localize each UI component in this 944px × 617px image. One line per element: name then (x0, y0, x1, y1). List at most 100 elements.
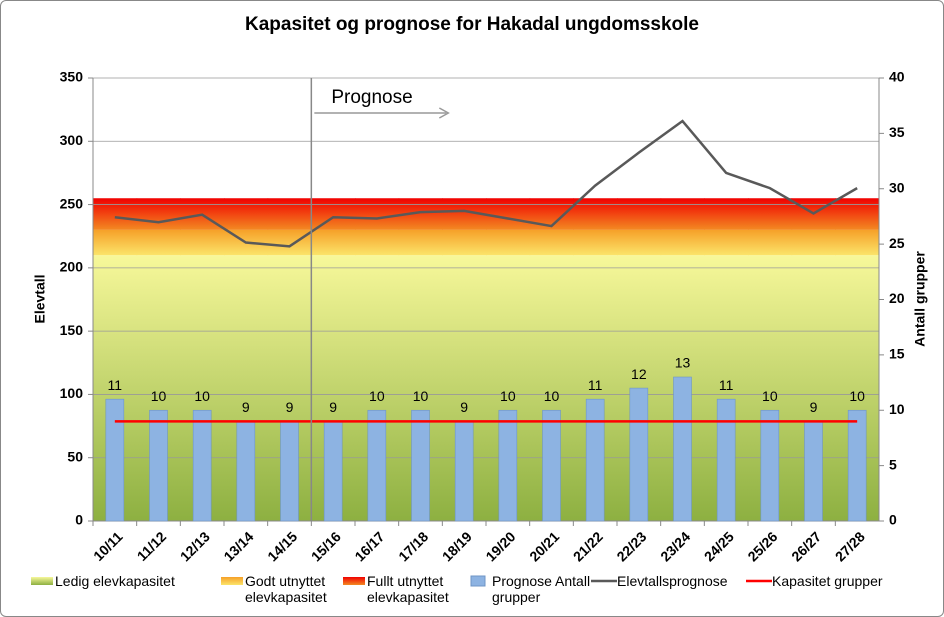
capacity-band (748, 198, 793, 230)
data-label: 11 (719, 377, 734, 393)
x-tick-label: 10/11 (90, 528, 126, 564)
capacity-band (660, 198, 705, 230)
x-tick-label: 11/12 (134, 528, 170, 564)
legend-item: Elevtallsprognose (591, 573, 741, 589)
legend-swatch (591, 579, 617, 583)
data-label: 11 (588, 377, 603, 393)
legend-label: Elevtallsprognose (617, 573, 728, 589)
legend-label: Ledig elevkapasitet (55, 573, 175, 589)
data-label: 9 (286, 399, 294, 415)
y2-tick-label: 30 (889, 179, 905, 195)
bar-layer (105, 376, 867, 522)
legend-label: Kapasitet grupper (772, 573, 883, 589)
capacity-band (704, 229, 749, 256)
capacity-band (442, 229, 487, 256)
legend-item: Fullt utnyttet elevkapasitet (341, 573, 456, 605)
x-tick-label: 26/27 (788, 528, 824, 564)
capacity-band (355, 198, 400, 230)
data-label: 10 (500, 388, 516, 404)
data-label: 10 (151, 388, 167, 404)
capacity-band (573, 229, 618, 256)
y2-tick-label: 25 (889, 235, 905, 251)
capacity-band (486, 198, 531, 230)
y-tick-label: 0 (75, 512, 83, 528)
y2-tick-label: 5 (889, 456, 897, 472)
bar (454, 421, 474, 522)
data-label: 10 (762, 388, 778, 404)
data-label: 10 (369, 388, 385, 404)
legend-swatch (221, 577, 243, 585)
bar (673, 376, 692, 522)
legend-swatch (31, 577, 53, 585)
data-label: 9 (810, 399, 818, 415)
legend-item: Godt utnyttet elevkapasitet (219, 573, 334, 605)
data-label: 9 (242, 399, 250, 415)
y-axis-label: Elevtall (32, 274, 48, 323)
data-label: 13 (675, 355, 691, 371)
y-tick-label: 150 (60, 322, 84, 338)
capacity-band (136, 198, 181, 230)
capacity-band (529, 229, 574, 256)
x-tick-label: 12/13 (177, 528, 213, 564)
bar (149, 409, 168, 522)
annotation: Prognose (331, 87, 412, 108)
chart-title: Kapasitet og prognose for Hakadal ungdom… (245, 14, 699, 35)
data-label: 11 (108, 377, 123, 393)
x-tick-label: 23/24 (657, 528, 693, 564)
x-tick-label: 20/21 (526, 528, 562, 564)
x-tick-label: 24/25 (701, 528, 737, 564)
x-tick-label: 13/14 (220, 528, 256, 564)
legend-swatch-fill (343, 577, 365, 585)
bar (192, 409, 212, 522)
y2-axis-label: Antall grupper (912, 251, 928, 347)
capacity-band (224, 198, 269, 230)
legend-swatch (470, 575, 486, 587)
capacity-band (835, 229, 880, 256)
capacity-band (617, 229, 662, 256)
data-label: 9 (329, 399, 337, 415)
capacity-band (267, 198, 312, 230)
legend-label: Fullt utnyttet elevkapasitet (367, 573, 449, 605)
capacity-band (136, 229, 181, 256)
grid-layer (88, 77, 884, 526)
bar (367, 409, 387, 522)
bar (542, 409, 561, 522)
bar (323, 421, 343, 522)
y2-tick-label: 10 (889, 401, 905, 417)
capacity-band (311, 198, 356, 230)
capacity-band (791, 229, 836, 256)
x-tick-label: 19/20 (482, 528, 518, 564)
y2-tick-label: 0 (889, 512, 897, 528)
y-tick-label: 300 (60, 132, 84, 148)
capacity-band (311, 229, 356, 256)
y2-tick-label: 20 (889, 290, 905, 306)
legend-item: Kapasitet grupper (746, 573, 916, 589)
y2-tick-label: 35 (889, 124, 905, 140)
y2-tick-label: 40 (889, 69, 905, 85)
line-layer (114, 119, 858, 423)
legend-label: Godt utnyttet elevkapasitet (245, 573, 327, 605)
legend-label: Prognose Antall grupper (492, 573, 591, 605)
legend-swatch (343, 577, 365, 585)
capacity-band (267, 229, 312, 256)
capacity-band (398, 229, 443, 256)
x-tick-label: 15/16 (308, 528, 344, 564)
y-tick-label: 350 (60, 69, 84, 85)
legend-item: Ledig elevkapasitet (29, 573, 209, 589)
x-tick-label: 21/22 (570, 528, 606, 564)
capacity-band (748, 229, 793, 256)
y2-tick-label: 15 (889, 346, 905, 362)
legend-swatch-fill (31, 577, 53, 585)
legend-item: Prognose Antall grupper (466, 573, 591, 605)
x-tick-label: 22/23 (613, 528, 649, 564)
x-tick-label: 14/15 (264, 528, 300, 564)
capacity-band (617, 198, 662, 230)
bar (585, 398, 605, 522)
capacity-band (835, 198, 880, 230)
legend-swatch-fill (470, 575, 486, 587)
bar (411, 409, 430, 522)
legend-swatch (746, 579, 772, 583)
x-tick-label: 25/26 (744, 528, 780, 564)
